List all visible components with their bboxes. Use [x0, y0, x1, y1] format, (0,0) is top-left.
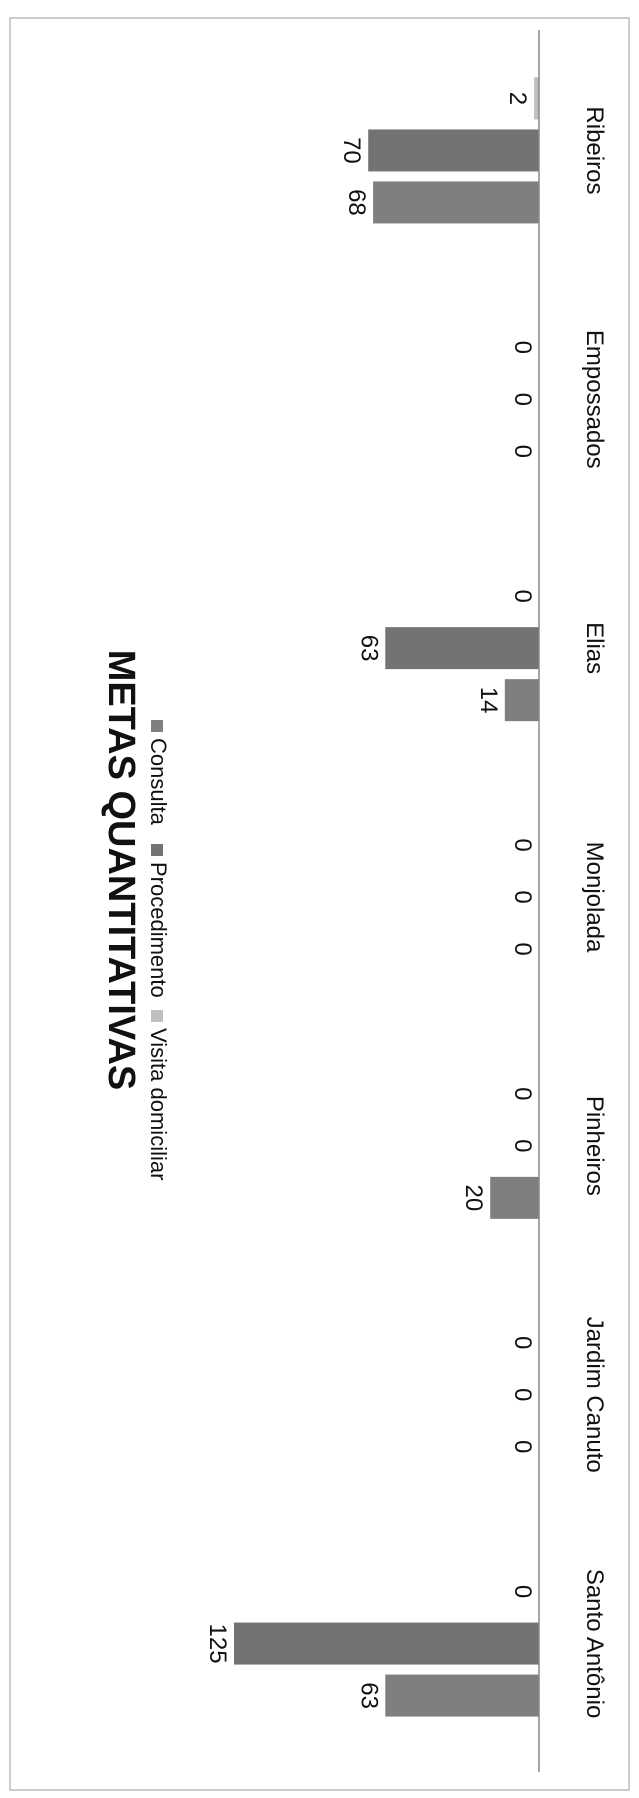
data-label: 14: [475, 687, 502, 714]
data-label: 0: [509, 890, 536, 903]
bar: [368, 129, 539, 172]
data-label: 125: [204, 1624, 231, 1664]
data-label: 20: [460, 1185, 487, 1212]
data-label: 2: [504, 92, 531, 105]
bars: [234, 77, 539, 1717]
bar: [234, 1622, 539, 1665]
data-label: 0: [509, 393, 536, 406]
data-label: 63: [355, 1682, 382, 1709]
data-label: 0: [509, 1139, 536, 1152]
data-label: 0: [509, 589, 536, 602]
bar: [504, 679, 539, 722]
data-label: 0: [509, 1336, 536, 1349]
bar: [534, 77, 539, 120]
legend-label: Visita domiciliar: [146, 1028, 171, 1180]
category-label: Elias: [581, 622, 608, 674]
data-label: 0: [509, 838, 536, 851]
bar: [385, 1674, 539, 1717]
chart-title: METAS QUANTITATIVAS: [100, 650, 142, 1091]
data-label: 0: [509, 1087, 536, 1100]
data-label: 0: [509, 942, 536, 955]
category-label: Santo Antônio: [581, 1569, 608, 1718]
bar: [373, 181, 539, 224]
legend-swatch: [151, 844, 163, 856]
data-label: 0: [509, 1585, 536, 1598]
data-label: 68: [343, 189, 370, 216]
legend-label: Procedimento: [146, 862, 171, 998]
data-label: 0: [509, 1388, 536, 1401]
category-label: Monjolada: [581, 842, 608, 953]
bar: [490, 1176, 539, 1219]
legend-label: Consulta: [146, 738, 171, 826]
legend: Consulta Procedimento Visita domiciliar: [146, 720, 171, 1180]
data-label: 0: [509, 341, 536, 354]
data-label: 63: [355, 635, 382, 662]
category-label: Jardim Canuto: [581, 1317, 608, 1473]
chart-border: [9, 17, 630, 1791]
category-label: Pinheiros: [581, 1096, 608, 1196]
data-label: 70: [338, 137, 365, 164]
bar: [385, 627, 539, 670]
data-label: 0: [509, 1440, 536, 1453]
legend-swatch: [151, 1010, 163, 1022]
legend-swatch: [151, 720, 163, 732]
category-label: Empossados: [581, 330, 608, 469]
data-label: 0: [509, 445, 536, 458]
chart-rotated-group: METAS QUANTITATIVAS Consulta Procedimento…: [100, 30, 608, 1772]
category-labels: Santo Antônio Jardim Canuto Pinheiros Monjo…: [581, 106, 608, 1718]
value-labels: 63 125 0 0 0 0 20 0 0 0 0 0 14 63 0 0 0 0 68 70 2: [204, 92, 536, 1709]
category-label: Ribeiros: [581, 106, 608, 194]
